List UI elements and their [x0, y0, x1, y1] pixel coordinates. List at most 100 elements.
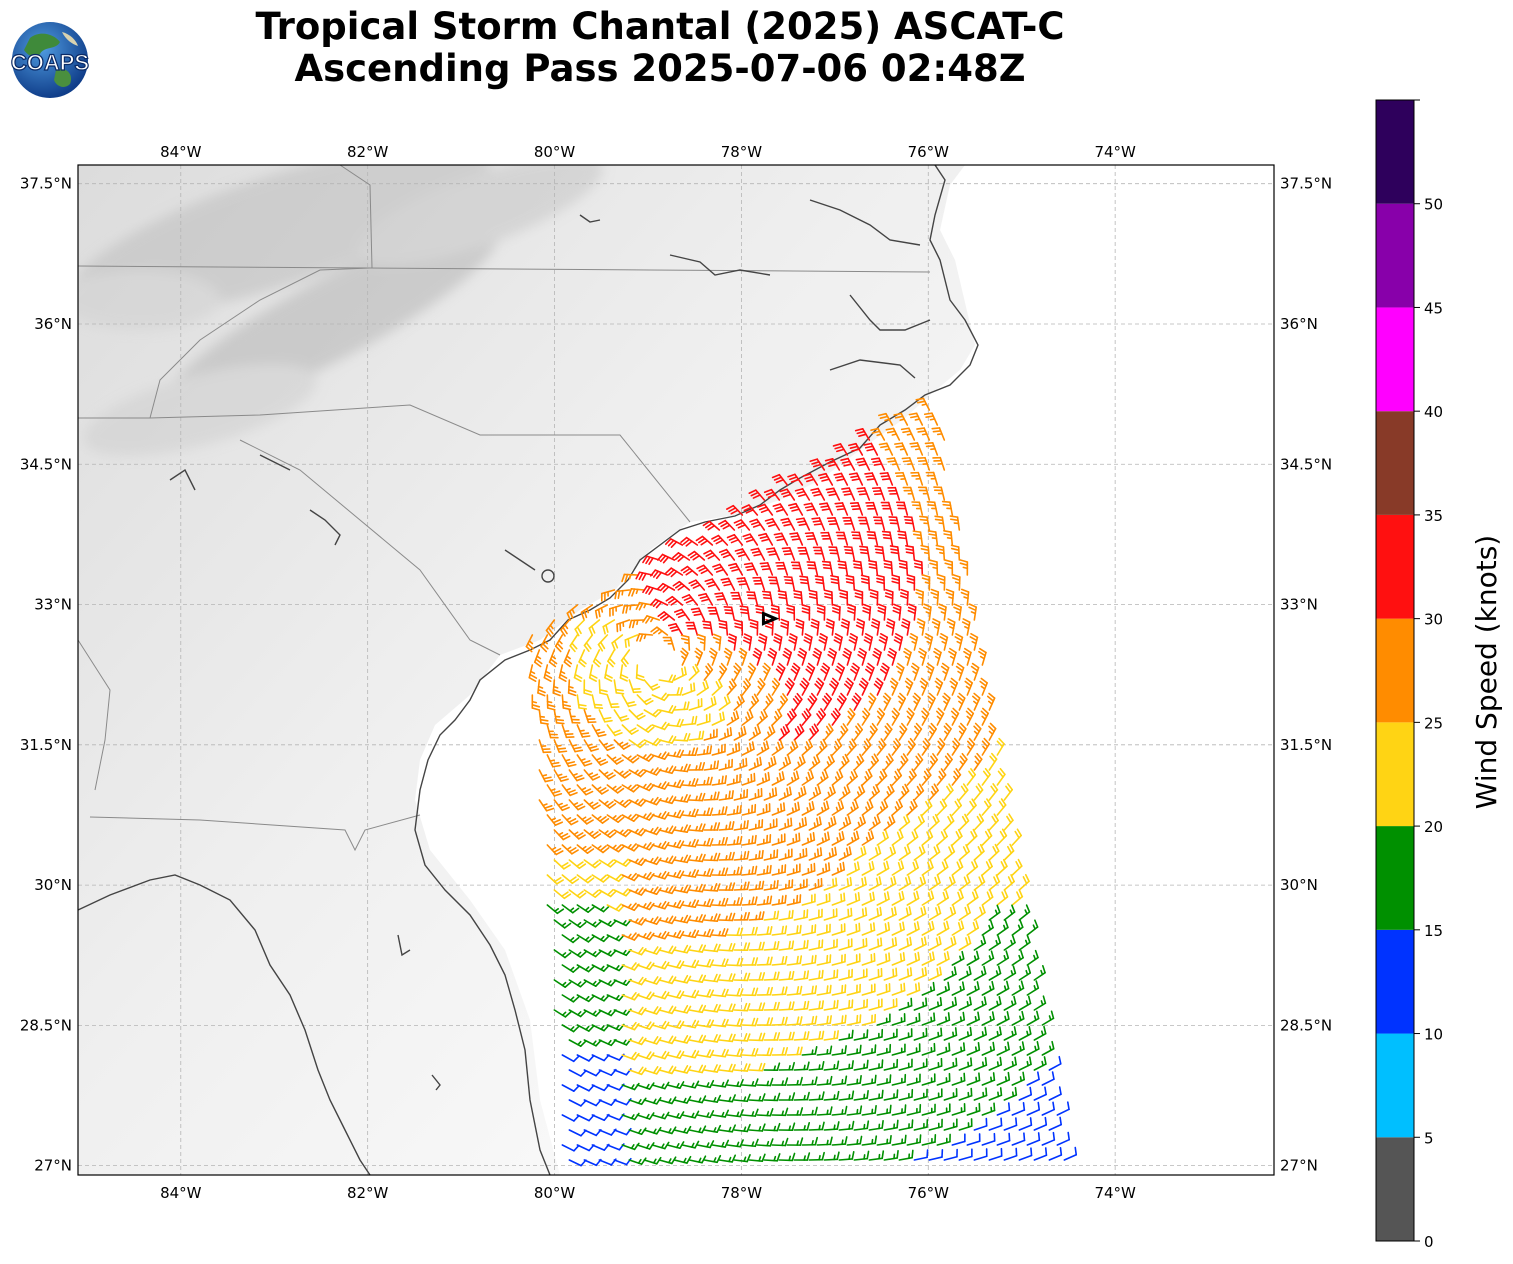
wind-barb: [823, 938, 838, 951]
wind-barb: [949, 677, 959, 696]
wind-barb: [877, 603, 887, 621]
colorbar-tick-label: 0: [1424, 1233, 1434, 1251]
wind-barb: [886, 457, 901, 471]
wind-barb: [966, 859, 979, 876]
wind-barb: [891, 1073, 907, 1086]
wind-barb: [898, 783, 910, 801]
wind-barb: [853, 907, 868, 921]
lat-tick-label: 37.5°N: [1280, 175, 1332, 193]
wind-barb: [734, 619, 744, 636]
wind-barb: [930, 588, 940, 606]
wind-barb: [958, 905, 971, 921]
wind-barb: [771, 894, 787, 906]
wind-barb: [943, 529, 954, 546]
wind-barb: [786, 770, 800, 786]
wind-barb: [733, 725, 747, 741]
wind-barb: [1018, 1056, 1032, 1071]
wind-barb: [936, 1103, 951, 1116]
wind-barb: [816, 923, 831, 936]
wind-barb: [568, 859, 587, 870]
wind-barb: [651, 811, 670, 820]
lat-tick-label: 30°N: [34, 876, 72, 894]
wind-barb: [718, 694, 731, 711]
wind-barb: [748, 693, 760, 711]
wind-barb: [561, 784, 578, 797]
wind-barb: [609, 604, 624, 617]
wind-barb: [606, 903, 625, 912]
wind-barb: [891, 1104, 907, 1116]
wind-barb: [876, 738, 887, 756]
wind-barb: [748, 787, 763, 801]
wind-barb: [913, 722, 923, 741]
wind-barb: [553, 859, 571, 870]
wind-barb: [897, 530, 909, 546]
wind-barb: [538, 799, 555, 812]
wind-barb: [794, 488, 811, 501]
wind-barb: [780, 517, 796, 531]
gridlines: [78, 165, 1274, 1175]
wind-barb: [787, 473, 804, 486]
wind-barb: [996, 919, 1009, 936]
wind-barb: [726, 1018, 744, 1027]
wind-barb: [688, 698, 703, 711]
wind-barb: [801, 924, 817, 936]
wind-barb: [778, 848, 793, 861]
wind-barb: [786, 1137, 804, 1146]
wind-barb: [614, 589, 631, 600]
wind-barb: [908, 412, 924, 426]
wind-barb: [797, 647, 807, 666]
wind-barb: [973, 1057, 988, 1071]
wind-barb: [981, 737, 990, 756]
wind-barb: [793, 970, 810, 981]
wind-barb: [741, 1047, 759, 1057]
wind-barb: [973, 904, 986, 921]
wind-barb: [681, 747, 699, 756]
wind-barb: [921, 1073, 936, 1086]
wind-barb: [831, 603, 841, 621]
wind-barb: [681, 869, 700, 878]
wind-barb: [827, 647, 837, 666]
wind-barb: [900, 427, 916, 441]
wind-barb: [846, 861, 860, 876]
wind-barb: [958, 874, 971, 891]
wind-barb: [651, 1050, 670, 1060]
wind-barb: [733, 819, 749, 831]
wind-barb: [576, 1024, 595, 1032]
wind-barb: [651, 900, 670, 910]
wind-barb: [928, 722, 937, 741]
wind-barb: [568, 1099, 587, 1107]
wind-barb: [919, 515, 931, 531]
wind-barb: [568, 919, 587, 929]
wind-barb: [1018, 995, 1032, 1011]
wind-barb: [592, 649, 602, 668]
wind-barb: [628, 1066, 647, 1076]
wind-barb: [818, 472, 834, 486]
wind-barb: [643, 916, 662, 925]
wind-barb: [651, 781, 670, 790]
wind-barb: [763, 818, 778, 831]
wind-barb: [688, 761, 706, 771]
wind-barb: [748, 1093, 766, 1102]
wind-barb: [880, 501, 894, 516]
wind-barb: [891, 768, 903, 786]
wind-barb: [918, 647, 927, 666]
wind-barb: [733, 911, 751, 921]
wind-barb: [921, 707, 930, 726]
wind-barb: [913, 1027, 928, 1041]
wind-barb: [1011, 950, 1024, 966]
wind-barb: [966, 981, 980, 996]
wind-barb: [801, 954, 817, 966]
lon-tick-label: 74°W: [1094, 143, 1136, 161]
wind-barb: [861, 983, 876, 996]
wind-barb: [816, 769, 829, 786]
wind-barb: [857, 647, 867, 666]
wind-barb: [703, 1064, 722, 1073]
wind-barb: [748, 849, 764, 861]
state-borders: [78, 165, 931, 852]
wind-barb: [703, 791, 720, 801]
wind-barb: [636, 753, 655, 762]
wind-barb: [546, 694, 556, 711]
wind-barb: [568, 949, 587, 958]
wind-barb: [928, 813, 940, 831]
wind-barb: [886, 618, 896, 636]
